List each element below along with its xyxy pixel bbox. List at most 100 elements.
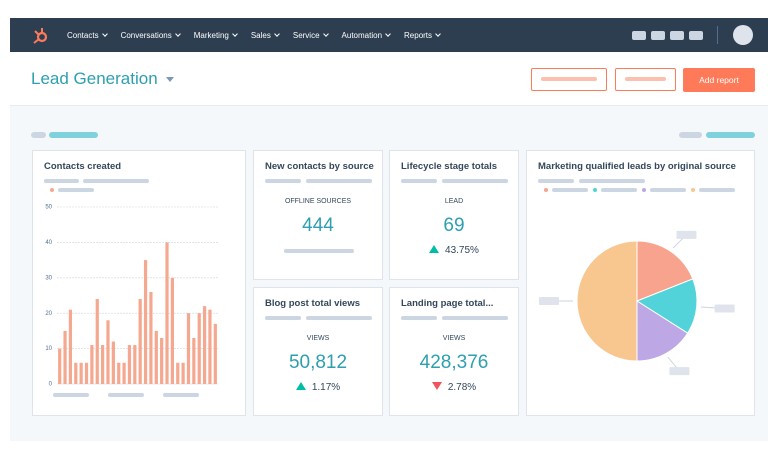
bar (192, 337, 196, 384)
nav-item[interactable]: Contacts (67, 31, 107, 40)
bar (149, 291, 153, 384)
widget-title: Blog post total views (265, 298, 361, 309)
pie-slice (635, 278, 698, 334)
nav-item[interactable]: Automation (342, 31, 390, 40)
bar (138, 299, 142, 384)
bar (127, 345, 132, 384)
nav-item[interactable]: Sales (251, 31, 279, 40)
widget: Contacts created 0 10 20 30 40 50 (32, 150, 246, 416)
kpi-change: 1.17% (311, 382, 341, 393)
kpi-change-row: 1.17% (254, 382, 382, 393)
trend-arrow (429, 245, 440, 253)
placeholder (306, 316, 372, 320)
bar (143, 260, 148, 384)
legend-placeholder (601, 188, 637, 192)
nav-item[interactable]: Marketing (194, 31, 237, 40)
bar (79, 362, 83, 384)
y-tick-label: 30 (45, 275, 52, 281)
widget: Landing page total... VIEWS 428,376 2.78% (389, 287, 519, 416)
bar (117, 362, 121, 384)
pie-slice (636, 240, 694, 302)
bar (68, 309, 73, 384)
bar (111, 341, 115, 384)
bar-chart: 0 10 20 30 40 50 (45, 205, 218, 388)
bar (165, 242, 169, 384)
legend-dot (691, 188, 695, 192)
logo[interactable] (32, 26, 50, 44)
avatar[interactable] (733, 25, 753, 45)
kpi-value: 50,812 (288, 352, 348, 373)
widget-title: Landing page total... (401, 298, 494, 309)
widget: Blog post total views VIEWS 50,812 1.17% (253, 287, 383, 416)
bar (58, 348, 62, 384)
kpi-label: VIEWS (442, 335, 466, 342)
legend-placeholder (699, 188, 735, 192)
placeholder (265, 316, 301, 320)
slice-label-placeholder (669, 367, 690, 376)
widget: Lifecycle stage totals LEAD 69 43.75% (389, 150, 519, 280)
kpi-value: 444 (302, 215, 334, 236)
bar (122, 362, 126, 384)
nav-items: Contacts Conversations Marketing Sales Servi… (67, 18, 440, 52)
y-tick-label: 0 (49, 382, 53, 388)
legend-placeholder (650, 188, 686, 192)
kpi-value: 69 (443, 215, 465, 236)
widget: New contacts by source OFFLINE SOURCES 444 (253, 150, 383, 280)
legend-dot (642, 188, 646, 192)
bar (213, 323, 217, 384)
bar (186, 313, 191, 384)
slice-label-placeholder (539, 297, 559, 305)
pie-slice (636, 300, 689, 362)
bar (176, 362, 180, 384)
placeholder (401, 179, 437, 183)
bar (170, 277, 174, 384)
nav-item[interactable]: Conversations (121, 31, 180, 40)
legend-placeholder (552, 188, 588, 192)
kpi-value: 428,376 (419, 352, 489, 373)
bar (74, 362, 78, 384)
bar (90, 345, 94, 384)
add-report-button[interactable]: Add report (683, 68, 755, 92)
bar (133, 345, 137, 384)
nav-item[interactable]: Reports (404, 31, 440, 40)
trend-arrow (295, 382, 306, 390)
y-tick-label: 50 (45, 205, 52, 211)
widget: Marketing qualified leads by original so… (526, 150, 755, 416)
bar (202, 306, 207, 384)
bar (208, 309, 212, 384)
widget-title: New contacts by source (265, 161, 374, 172)
bar (197, 313, 201, 384)
placeholder (442, 316, 508, 320)
trend-arrow (431, 382, 442, 390)
placeholder (284, 249, 354, 253)
legend-dot (593, 188, 597, 192)
kpi-label: VIEWS (306, 335, 330, 342)
widget-title: Contacts created (44, 161, 122, 172)
placeholder (306, 179, 372, 183)
bar (106, 320, 110, 384)
page-title[interactable]: Lead Generation (31, 69, 158, 88)
nav-item[interactable]: Service (293, 31, 328, 40)
widget-title: Lifecycle stage totals (401, 161, 498, 172)
slice-label-placeholder (676, 230, 697, 239)
placeholder (442, 179, 508, 183)
legend-dot (544, 188, 548, 192)
bar (160, 337, 164, 384)
y-tick-label: 20 (45, 311, 52, 317)
bar (154, 330, 158, 384)
kpi-label: LEAD (444, 198, 464, 205)
slice-label-placeholder (714, 304, 735, 313)
kpi-label: OFFLINE SOURCES (284, 198, 352, 205)
button[interactable] (615, 68, 676, 91)
pie-slice (576, 240, 638, 362)
kpi-change-row: 2.78% (390, 382, 518, 393)
kpi-change-row: 43.75% (390, 245, 518, 256)
nav-bar: Contacts Conversations Marketing Sales Servi… (10, 18, 768, 52)
y-tick-label: 10 (45, 346, 52, 352)
widget-title: Marketing qualified leads by original so… (538, 161, 736, 172)
kpi-change: 2.78% (447, 382, 477, 393)
bar (181, 362, 185, 384)
bar (84, 362, 89, 384)
button[interactable] (531, 68, 607, 91)
